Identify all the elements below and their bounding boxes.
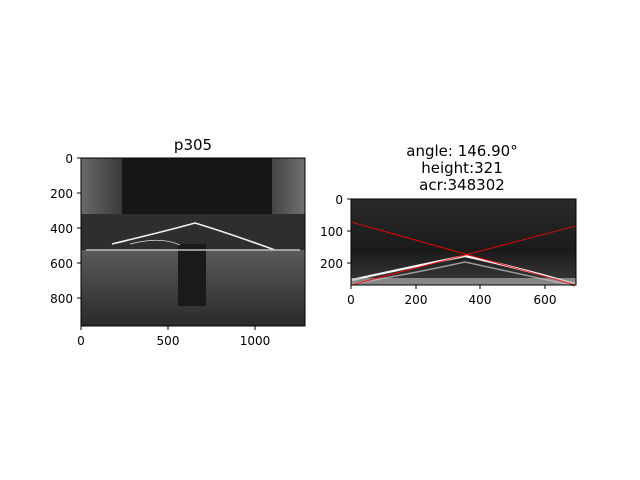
panel-left-title: p305 [174,136,212,154]
y-ticks-right: 0 100 200 [320,193,351,271]
x-tick-label: 600 [534,293,557,307]
y-ticks-left: 0 200 400 600 800 [50,152,81,306]
x-ticks-left: 0 500 1000 [77,326,270,348]
photo-right [351,199,576,287]
y-tick-label: 400 [50,222,73,236]
y-tick-label: 100 [320,225,343,239]
panel-right-title-line-3: acr:348302 [419,176,505,194]
photo-left [81,158,305,326]
x-tick-label: 0 [347,293,355,307]
fit-line-right [350,225,577,286]
axes-frame-right [350,198,577,286]
panel-right: angle: 146.90° height:321 acr:348302 0 2… [320,142,577,307]
panel-left: p305 0 500 1000 0 200 [50,136,306,348]
x-tick-label: 400 [469,293,492,307]
y-tick-label: 200 [320,257,343,271]
y-tick-label: 600 [50,257,73,271]
axes-frame-left [80,157,306,327]
y-tick-label: 200 [50,187,73,201]
panel-right-title-line-1: angle: 146.90° [406,142,517,160]
panel-right-title-line-2: height:321 [421,159,503,177]
x-tick-label: 200 [405,293,428,307]
fit-line-left [350,221,577,286]
y-tick-label: 0 [335,193,343,207]
y-tick-label: 800 [50,292,73,306]
x-tick-label: 500 [157,334,180,348]
fit-lines [350,221,577,286]
x-tick-label: 1000 [240,334,271,348]
y-tick-label: 0 [65,152,73,166]
x-ticks-right: 0 200 400 600 [347,285,556,307]
x-tick-label: 0 [77,334,85,348]
